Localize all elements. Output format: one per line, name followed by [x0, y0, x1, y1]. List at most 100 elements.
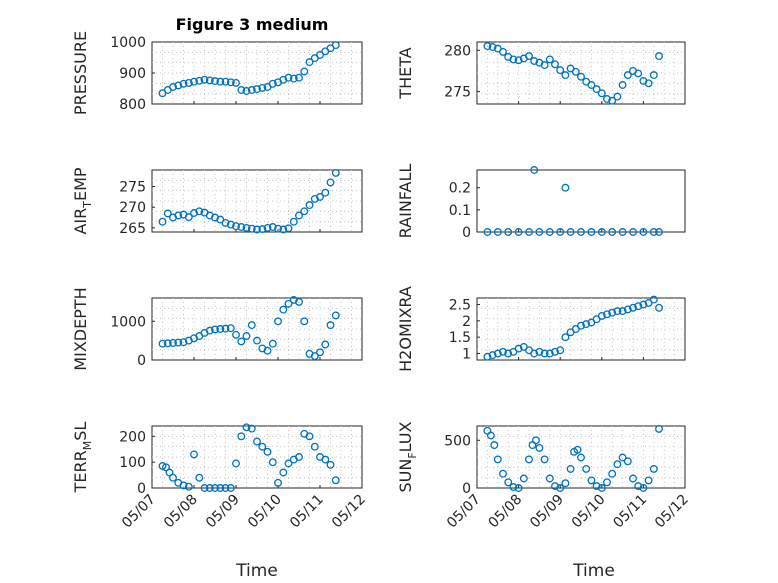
data-point: [258, 225, 267, 234]
data-point: [597, 311, 606, 320]
data-point: [608, 96, 617, 105]
data-point: [242, 332, 251, 340]
subplot-theta: 275 280 THETA: [396, 41, 686, 105]
x-tick-label: 05/08: [161, 492, 201, 532]
data-point: [545, 474, 554, 483]
data-point: [608, 469, 617, 478]
data-point: [232, 222, 240, 231]
y-tick-label: 100: [119, 455, 146, 471]
y-axis-label: PRESSURE: [71, 31, 90, 115]
data-point: [268, 223, 277, 231]
data-point: [289, 217, 298, 226]
data-point: [530, 166, 539, 174]
data-point: [279, 225, 288, 234]
y-tick-label: 1000: [110, 35, 146, 51]
data-point: [226, 324, 235, 333]
data-point: [321, 455, 330, 464]
data-point: [573, 445, 582, 454]
data-point: [163, 339, 172, 348]
data-point: [639, 300, 648, 309]
data-point: [603, 478, 611, 487]
data-point: [608, 308, 617, 317]
data-point: [561, 333, 570, 342]
data-point: [499, 469, 507, 478]
y-tick-label: 1000: [110, 314, 146, 330]
data-point: [649, 228, 658, 236]
data-point: [655, 424, 663, 433]
data-point: [221, 484, 230, 492]
data-point: [184, 482, 193, 491]
data-point: [530, 57, 539, 65]
data-point: [499, 347, 507, 356]
data-point: [237, 223, 246, 231]
data-point: [237, 337, 246, 346]
data-point: [331, 311, 340, 320]
data-point: [535, 228, 544, 236]
y-tick-label: 1: [462, 346, 471, 362]
data-point: [205, 211, 214, 220]
data-point: [158, 339, 167, 348]
y-tick-label: 2: [462, 314, 471, 330]
data-point: [566, 464, 575, 473]
data-point: [216, 325, 225, 333]
data-point: [247, 321, 256, 330]
data-point: [284, 224, 293, 233]
data-point: [169, 83, 177, 91]
data-point: [623, 71, 632, 80]
data-point: [300, 207, 309, 216]
data-point: [268, 339, 277, 348]
data-point: [326, 321, 335, 330]
data-point: [493, 349, 502, 358]
data-point: [509, 55, 518, 64]
subplot-terr: 0 100 200 05/07 05/08 05/09 05/10 05/11 05/12 TER…: [71, 422, 369, 581]
subplot-mixdepth: 0 1000 MIXDEPTH: [71, 287, 363, 371]
data-point: [263, 447, 272, 456]
data-point: [163, 209, 172, 218]
data-point: [587, 476, 596, 485]
data-point: [639, 484, 648, 492]
data-point: [321, 340, 330, 349]
data-point: [613, 307, 622, 316]
data-point: [316, 51, 324, 59]
data-point: [195, 76, 204, 85]
data-point: [566, 228, 575, 236]
data-point: [623, 457, 632, 466]
data-point: [289, 74, 298, 83]
data-point: [561, 183, 570, 192]
data-point: [190, 209, 198, 217]
data-point: [540, 61, 549, 70]
y-tick-label: 270: [119, 200, 146, 216]
data-point: [629, 474, 637, 483]
data-point: [310, 442, 319, 451]
data-point: [525, 52, 533, 61]
y-axis-label: MIXDEPTH: [71, 287, 90, 370]
data-point: [655, 228, 663, 236]
data-point: [577, 453, 585, 462]
y-tick-label: 2.5: [449, 298, 471, 314]
y-tick-label: 500: [444, 433, 471, 449]
data-point: [226, 78, 235, 87]
data-point: [561, 479, 570, 488]
x-axis-label: Time: [572, 561, 615, 581]
data-point: [561, 71, 570, 80]
data-point: [499, 47, 507, 56]
figure-title: Figure 3 medium: [176, 15, 329, 34]
data-point: [274, 224, 282, 233]
data-point: [195, 207, 204, 216]
data-point: [525, 228, 533, 236]
data-point: [618, 453, 627, 462]
data-point: [316, 348, 324, 357]
data-point: [274, 317, 282, 326]
x-tick-label: 05/11: [610, 492, 650, 532]
data-point: [545, 228, 554, 236]
x-tick-label: 05/10: [569, 492, 609, 532]
data-point: [232, 330, 240, 339]
y-tick-label: 0: [137, 481, 146, 497]
data-point: [535, 347, 544, 356]
data-point: [158, 462, 167, 470]
data-point: [305, 432, 314, 441]
y-tick-label: 900: [119, 66, 146, 82]
data-point: [490, 441, 499, 450]
data-point: [577, 321, 585, 330]
data-point: [179, 481, 188, 490]
